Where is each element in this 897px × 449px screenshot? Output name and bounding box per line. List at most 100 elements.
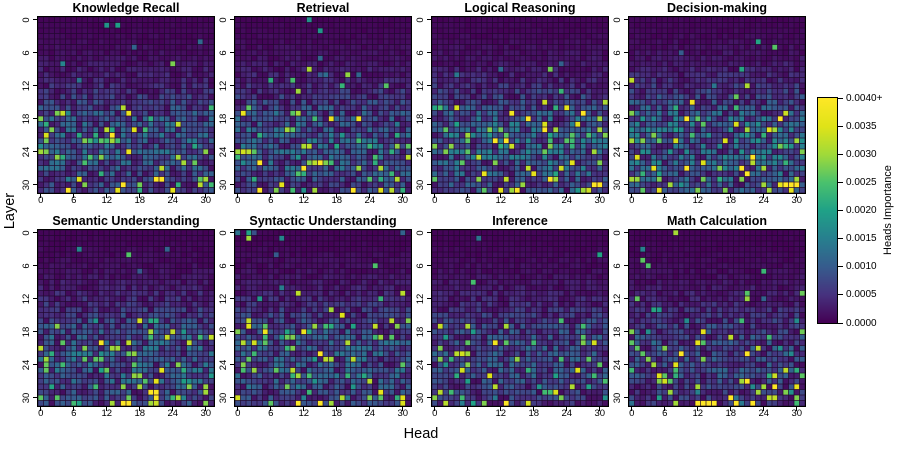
y-tick-mark — [427, 118, 431, 120]
x-tick-label: 18 — [725, 408, 737, 419]
x-tick-mark — [697, 407, 699, 411]
x-tick-label: 12 — [692, 408, 704, 419]
x-tick-mark — [106, 194, 108, 198]
x-tick-label: 30 — [594, 408, 606, 419]
y-tick-mark — [33, 184, 37, 186]
y-tick-label: 30 — [415, 392, 426, 404]
x-tick-mark — [303, 407, 305, 411]
heatmap-plot — [234, 229, 412, 407]
y-tick-label: 30 — [415, 179, 426, 191]
heatmap-plot — [431, 229, 609, 407]
y-tick-mark — [33, 331, 37, 333]
panel-math-calculation: Math Calculation 0 0 6 6 12 12 18 18 24 24 30 30 — [607, 214, 807, 420]
heatmap-canvas-semantic-understanding — [38, 230, 214, 406]
x-tick-label: 30 — [200, 195, 212, 206]
x-tick-mark — [763, 407, 765, 411]
x-tick-label: 24 — [561, 408, 573, 419]
x-tick-mark — [172, 407, 174, 411]
colorbar-gradient — [817, 97, 838, 324]
x-tick-mark — [434, 194, 436, 198]
x-tick-label: 12 — [298, 408, 310, 419]
y-tick-label: 18 — [415, 326, 426, 338]
y-tick-label: 30 — [21, 392, 32, 404]
y-tick-mark — [624, 118, 628, 120]
heatmap-plot — [628, 16, 806, 194]
y-tick-label: 18 — [218, 113, 229, 125]
x-tick-mark — [500, 407, 502, 411]
x-tick-label: 30 — [397, 195, 409, 206]
x-tick-label: 30 — [200, 408, 212, 419]
colorbar-tick-label: 0.0035 — [846, 120, 877, 132]
y-tick-mark — [33, 118, 37, 120]
y-tick-label: 6 — [21, 263, 32, 269]
y-tick-label: 18 — [415, 113, 426, 125]
colorbar-tick-label: 0.0040+ — [846, 92, 883, 104]
y-tick-label: 30 — [218, 179, 229, 191]
y-tick-mark — [230, 397, 234, 399]
heatmap-plot — [628, 229, 806, 407]
y-tick-label: 12 — [218, 80, 229, 92]
x-tick-mark — [500, 194, 502, 198]
y-tick-mark — [33, 298, 37, 300]
x-tick-mark — [533, 407, 535, 411]
y-tick-mark — [33, 397, 37, 399]
x-tick-label: 18 — [134, 408, 146, 419]
x-tick-mark — [369, 407, 371, 411]
x-tick-mark — [303, 194, 305, 198]
y-tick-mark — [427, 184, 431, 186]
y-tick-mark — [230, 85, 234, 87]
x-tick-mark — [467, 407, 469, 411]
x-tick-label: 12 — [101, 408, 113, 419]
y-tick-label: 30 — [612, 179, 623, 191]
y-tick-label: 12 — [21, 80, 32, 92]
y-tick-label: 30 — [21, 179, 32, 191]
x-tick-label: 18 — [528, 408, 540, 419]
x-tick-mark — [237, 194, 239, 198]
y-tick-label: 6 — [415, 263, 426, 269]
x-tick-label: 6 — [465, 195, 471, 206]
x-tick-label: 6 — [662, 195, 668, 206]
y-tick-mark — [33, 232, 37, 234]
x-tick-label: 18 — [331, 195, 343, 206]
x-tick-mark — [172, 194, 174, 198]
panel-semantic-understanding: Semantic Understanding 0 0 6 6 12 12 18 18 24 24 30… — [16, 214, 216, 420]
x-tick-mark — [40, 194, 42, 198]
x-tick-label: 0 — [38, 195, 44, 206]
x-tick-mark — [796, 194, 798, 198]
y-tick-mark — [624, 52, 628, 54]
x-tick-label: 12 — [692, 195, 704, 206]
y-tick-mark — [230, 232, 234, 234]
y-tick-label: 24 — [415, 146, 426, 158]
heatmap-canvas-logical-reasoning — [432, 17, 608, 193]
colorbar-tick-mark — [838, 125, 843, 127]
panel-logical-reasoning: Logical Reasoning 0 0 6 6 12 12 18 18 24 24 30 30 — [410, 1, 610, 207]
y-tick-label: 24 — [612, 146, 623, 158]
x-tick-label: 18 — [331, 408, 343, 419]
x-tick-mark — [369, 194, 371, 198]
y-tick-mark — [33, 151, 37, 153]
y-tick-mark — [230, 331, 234, 333]
heatmap-canvas-decision-making — [629, 17, 805, 193]
panel-title: Logical Reasoning — [464, 1, 576, 15]
heatmap-canvas-retrieval — [235, 17, 411, 193]
y-tick-label: 30 — [218, 392, 229, 404]
colorbar-tick-label: 0.0015 — [846, 233, 877, 245]
y-tick-label: 0 — [612, 230, 623, 236]
x-tick-mark — [664, 194, 666, 198]
x-tick-mark — [205, 194, 207, 198]
panel-title: Semantic Understanding — [52, 214, 200, 228]
y-tick-mark — [427, 151, 431, 153]
panel-title: Inference — [492, 214, 548, 228]
y-tick-mark — [624, 265, 628, 267]
y-tick-mark — [230, 265, 234, 267]
y-tick-label: 24 — [612, 359, 623, 371]
y-tick-label: 0 — [21, 230, 32, 236]
heatmap-plot — [234, 16, 412, 194]
y-tick-label: 0 — [415, 230, 426, 236]
y-tick-mark — [230, 298, 234, 300]
x-tick-mark — [73, 407, 75, 411]
x-tick-mark — [73, 194, 75, 198]
y-tick-mark — [427, 19, 431, 21]
y-tick-label: 0 — [218, 230, 229, 236]
x-tick-mark — [139, 407, 141, 411]
